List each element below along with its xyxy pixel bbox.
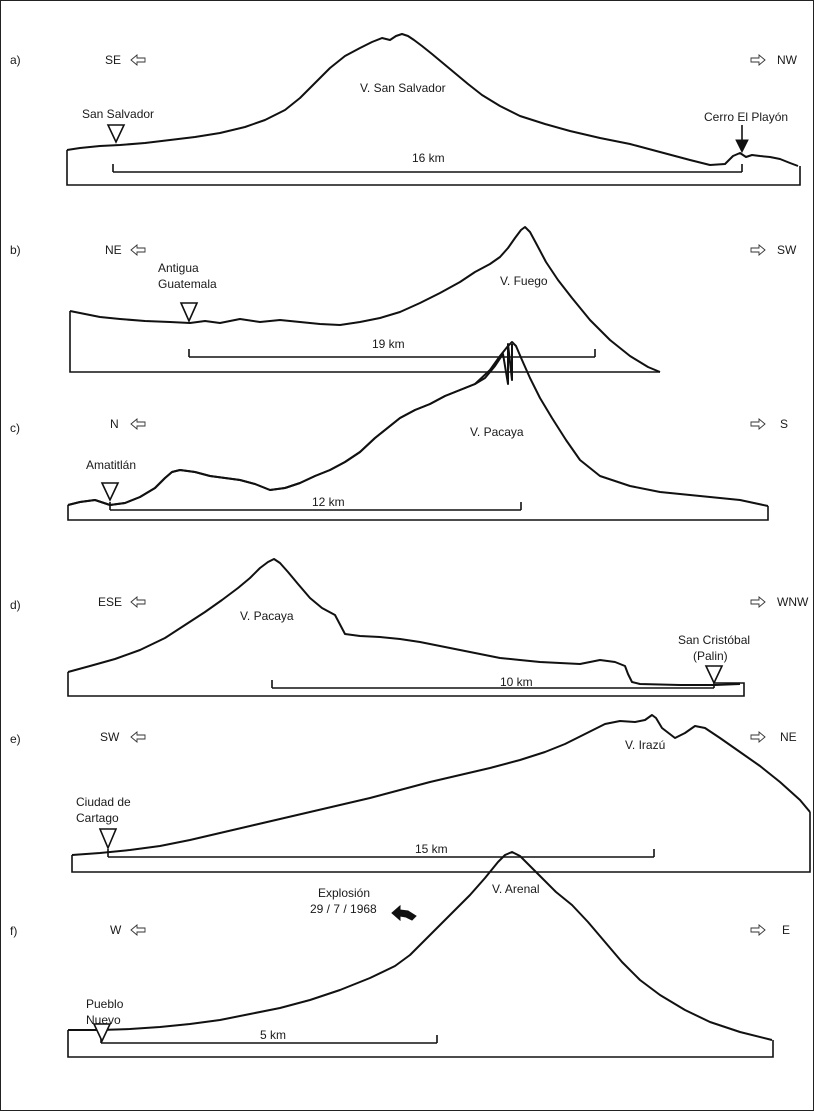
panel-b-direction-right: SW — [777, 243, 797, 257]
panel-d-direction-left: ESE — [98, 595, 122, 609]
panel-b-place-marker-open — [179, 302, 199, 323]
panel-f-event-label: Explosión — [318, 886, 370, 900]
panel-c-letter: c) — [10, 421, 20, 435]
arrow-left-icon — [130, 596, 146, 608]
panel-e-letter: e) — [10, 732, 21, 746]
arrow-left-icon — [130, 244, 146, 256]
panel-c-direction-left: N — [110, 417, 119, 431]
panel-a-place-label: San Salvador — [82, 107, 154, 121]
panel-f-place-label: Pueblo — [86, 997, 124, 1011]
panel-e-place-label-line2: Cartago — [76, 811, 119, 825]
panel-f-direction-left: W — [110, 923, 122, 937]
panel-b-terrain-profile — [69, 226, 661, 373]
panel-b-volcano-label: V. Fuego — [500, 274, 548, 288]
panel-b: b) NE SW 19 km V. Fuego Antigua Guatemal… — [10, 226, 797, 373]
panel-d-direction-right: WNW — [777, 595, 809, 609]
panel-e-baseline — [71, 812, 811, 873]
arrow-left-icon — [130, 418, 146, 430]
panel-e: e) SW NE 15 km V. Irazú Ciudad de Cartag… — [10, 714, 811, 873]
arrow-right-icon — [750, 596, 766, 608]
panel-c: c) N S 12 km V. Pacaya Amatitlán — [10, 341, 788, 521]
panel-e-direction-left: SW — [100, 730, 120, 744]
panel-b-place-label: Antigua — [158, 261, 199, 275]
arrow-left-icon — [130, 54, 146, 66]
panel-f-event-label-line2: 29 / 7 / 1968 — [310, 902, 377, 916]
panel-c-terrain-profile-2 — [67, 341, 769, 507]
panel-c-baseline — [67, 505, 769, 521]
panel-b-direction-left: NE — [105, 243, 122, 257]
panel-b-place-label-line2: Guatemala — [158, 277, 217, 291]
panel-d-place-label: San Cristóbal — [678, 633, 750, 647]
panel-d-scale-label: 10 km — [500, 675, 533, 689]
panel-a-letter: a) — [10, 53, 21, 67]
panel-a-direction-right: NW — [777, 53, 798, 67]
panel-a-place-marker-open — [106, 124, 126, 144]
panel-a-baseline — [66, 150, 801, 186]
panel-e-place-label: Ciudad de — [76, 795, 131, 809]
panel-d-terrain-profile — [67, 558, 741, 686]
panel-b-scale-bar — [188, 349, 596, 358]
panel-f-letter: f) — [10, 924, 17, 938]
panel-a-scale-label: 16 km — [412, 151, 445, 165]
panel-a: a) SE NW 16 km V. San Salvador San Salva… — [10, 33, 801, 186]
panel-a-direction-left: SE — [105, 53, 121, 67]
panel-f: f) W E 5 km V. Arenal Explosión 29 / 7 /… — [10, 851, 790, 1058]
panel-a-place-label-2: Cerro El Playón — [704, 110, 788, 124]
panel-c-place-marker-open — [100, 482, 120, 502]
arrow-left-icon — [130, 924, 146, 936]
panel-f-volcano-label: V. Arenal — [492, 882, 540, 896]
curved-arrow-icon — [391, 904, 417, 922]
panel-e-terrain-profile — [71, 714, 811, 856]
panel-a-terrain-profile — [66, 33, 799, 167]
arrow-right-icon — [750, 924, 766, 936]
arrow-left-icon — [130, 731, 146, 743]
panel-f-scale-label: 5 km — [260, 1028, 286, 1042]
panel-f-direction-right: E — [782, 923, 790, 937]
panel-d-letter: d) — [10, 598, 21, 612]
panel-e-direction-right: NE — [780, 730, 797, 744]
panel-c-scale-bar — [109, 502, 522, 511]
panel-a-place-marker-solid — [735, 139, 749, 154]
panel-d-baseline — [67, 672, 745, 697]
arrow-right-icon — [750, 731, 766, 743]
panel-b-scale-label: 19 km — [372, 337, 405, 351]
panel-b-letter: b) — [10, 243, 21, 257]
panel-c-volcano-label: V. Pacaya — [470, 425, 524, 439]
panel-f-baseline — [67, 1030, 774, 1058]
arrow-right-icon — [750, 244, 766, 256]
panel-e-scale-label: 15 km — [415, 842, 448, 856]
arrow-right-icon — [750, 54, 766, 66]
panel-c-direction-right: S — [780, 417, 788, 431]
panel-f-place-marker-open — [92, 1023, 112, 1043]
panel-c-place-label: Amatitlán — [86, 458, 136, 472]
panel-f-terrain-profile — [68, 851, 773, 1041]
panel-d: d) ESE WNW 10 km V. Pacaya San Cristóbal… — [10, 558, 809, 697]
panel-e-scale-bar — [107, 849, 655, 858]
arrow-right-icon — [750, 418, 766, 430]
panel-d-place-label-line2: (Palin) — [693, 649, 728, 663]
panel-a-volcano-label: V. San Salvador — [360, 81, 446, 95]
panel-b-baseline — [69, 311, 660, 373]
panel-d-volcano-label: V. Pacaya — [240, 609, 294, 623]
panel-e-place-marker-open — [98, 828, 118, 851]
panel-a-scale-bar — [112, 164, 743, 173]
panel-c-scale-label: 12 km — [312, 495, 345, 509]
panel-e-volcano-label: V. Irazú — [625, 738, 665, 752]
panel-d-place-marker-open — [704, 665, 724, 685]
